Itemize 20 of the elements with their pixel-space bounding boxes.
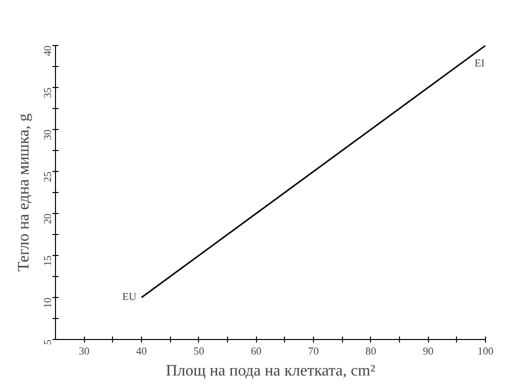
y-axis-title: Тегло на една мишка, g <box>16 114 32 272</box>
y-tick-label: 15 <box>43 256 54 266</box>
x-tick-label: 60 <box>250 346 262 358</box>
y-tick-label: 10 <box>43 298 54 308</box>
x-tick-label: 100 <box>478 346 494 358</box>
annotation: EU <box>122 292 137 303</box>
y-tick-label: 35 <box>43 88 54 98</box>
x-tick-label: 90 <box>422 346 434 358</box>
y-tick-label: 30 <box>43 130 54 140</box>
x-axis-title: Площ на пода на клетката, cm² <box>166 362 376 380</box>
x-tick-label: 30 <box>78 346 90 358</box>
x-tick-label: 50 <box>194 346 204 358</box>
y-tick-label: 20 <box>43 214 54 224</box>
y-tick-label: 5 <box>43 340 54 345</box>
x-tick-label: 40 <box>136 346 147 358</box>
y-tick-label: 40 <box>43 46 54 56</box>
annotation: EI <box>474 58 485 70</box>
x-tick-label: 80 <box>366 346 376 358</box>
y-tick-label: 25 <box>43 172 54 182</box>
x-tick-label: 70 <box>308 346 319 358</box>
